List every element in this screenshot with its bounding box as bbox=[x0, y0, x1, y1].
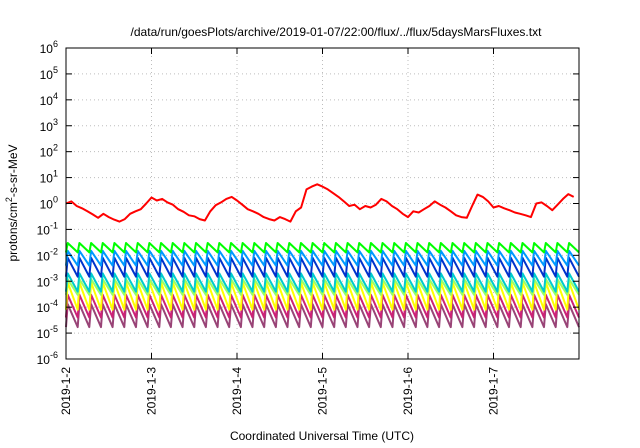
series-line-2 bbox=[65, 242, 580, 254]
y-axis-title: protons/cm2-s-sr-MeV bbox=[4, 144, 20, 261]
series-line-3 bbox=[65, 249, 580, 267]
y-tick-label: 105 bbox=[40, 65, 58, 82]
y-tick-label: 104 bbox=[40, 91, 58, 108]
x-tick-label: 2019-1-3 bbox=[145, 367, 159, 415]
y-axis-title-base: protons/cm bbox=[6, 202, 20, 261]
x-tick-label: 2019-1-7 bbox=[487, 367, 501, 415]
y-tick-label: 10-5 bbox=[37, 324, 58, 341]
y-tick-label: 10-1 bbox=[37, 220, 58, 237]
y-tick-label: 102 bbox=[40, 143, 58, 160]
series-line-5 bbox=[65, 272, 580, 293]
x-tick-label: 2019-1-5 bbox=[316, 367, 330, 415]
y-tick-label: 101 bbox=[40, 169, 58, 186]
x-axis-title: Coordinated Universal Time (UTC) bbox=[230, 429, 414, 443]
series-line-1 bbox=[65, 183, 575, 223]
series-group bbox=[65, 183, 580, 329]
y-tick-label: 10-2 bbox=[37, 246, 58, 263]
y-tick-label: 10-3 bbox=[37, 272, 58, 289]
y-tick-label: 10-4 bbox=[37, 298, 58, 315]
y-tick-label: 10-6 bbox=[37, 350, 58, 367]
y-tick-label: 100 bbox=[40, 195, 58, 212]
y-tick-label: 106 bbox=[40, 39, 58, 56]
x-axis: 2019-1-2 2019-1-3 2019-1-4 2019-1-5 2019-1-6… bbox=[59, 48, 501, 415]
chart-title: /data/run/goesPlots/archive/2019-01-07/2… bbox=[131, 25, 543, 39]
y-axis-title-tail: -s-sr-MeV bbox=[6, 144, 20, 197]
y-axis: 10-6 10-5 10-4 10-3 10-2 10-1 100 101 102 103 104 1… bbox=[37, 39, 579, 367]
x-tick-label: 2019-1-2 bbox=[59, 367, 73, 415]
x-tick-label: 2019-1-6 bbox=[401, 367, 415, 415]
y-tick-label: 103 bbox=[40, 117, 58, 134]
x-tick-label: 2019-1-4 bbox=[230, 367, 244, 415]
y-axis-title-sup: 2 bbox=[4, 197, 14, 202]
